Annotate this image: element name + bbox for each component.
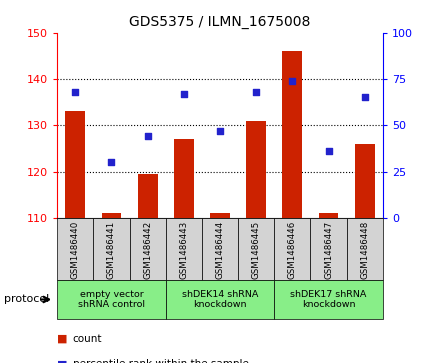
Bar — [282, 51, 302, 218]
Text: GSM1486445: GSM1486445 — [252, 220, 260, 278]
Bar — [246, 121, 266, 218]
Point — [180, 91, 187, 97]
Bar — [274, 280, 383, 319]
Point — [325, 148, 332, 154]
Bar — [210, 213, 230, 218]
Text: GSM1486440: GSM1486440 — [71, 220, 80, 278]
Bar — [138, 174, 158, 218]
Text: ■: ■ — [57, 334, 68, 344]
Text: GSM1486441: GSM1486441 — [107, 220, 116, 278]
Bar — [355, 144, 375, 218]
Text: GSM1486446: GSM1486446 — [288, 220, 297, 278]
Bar — [57, 280, 166, 319]
Text: ■: ■ — [57, 359, 68, 363]
Bar — [57, 218, 93, 280]
Text: shDEK17 shRNA
knockdown: shDEK17 shRNA knockdown — [290, 290, 367, 309]
Bar — [202, 218, 238, 280]
Text: count: count — [73, 334, 102, 344]
Text: GSM1486442: GSM1486442 — [143, 220, 152, 278]
Bar — [238, 218, 274, 280]
Text: protocol: protocol — [4, 294, 50, 305]
Point — [144, 134, 151, 139]
Bar — [129, 218, 166, 280]
Bar — [66, 111, 85, 218]
Text: GSM1486443: GSM1486443 — [180, 220, 188, 278]
Bar — [274, 218, 311, 280]
Bar — [311, 218, 347, 280]
Bar — [347, 218, 383, 280]
Point — [72, 89, 79, 95]
Text: shDEK14 shRNA
knockdown: shDEK14 shRNA knockdown — [182, 290, 258, 309]
Text: empty vector
shRNA control: empty vector shRNA control — [78, 290, 145, 309]
Bar — [319, 213, 338, 218]
Bar — [174, 139, 194, 218]
Bar — [102, 213, 121, 218]
Point — [253, 89, 260, 95]
Text: percentile rank within the sample: percentile rank within the sample — [73, 359, 249, 363]
Bar — [93, 218, 129, 280]
Point — [216, 128, 224, 134]
Text: GSM1486447: GSM1486447 — [324, 220, 333, 278]
Bar — [166, 218, 202, 280]
Text: GSM1486448: GSM1486448 — [360, 220, 369, 278]
Text: GSM1486444: GSM1486444 — [216, 220, 224, 278]
Point — [289, 78, 296, 84]
Bar — [166, 280, 274, 319]
Title: GDS5375 / ILMN_1675008: GDS5375 / ILMN_1675008 — [129, 15, 311, 29]
Point — [108, 159, 115, 165]
Point — [361, 95, 368, 101]
